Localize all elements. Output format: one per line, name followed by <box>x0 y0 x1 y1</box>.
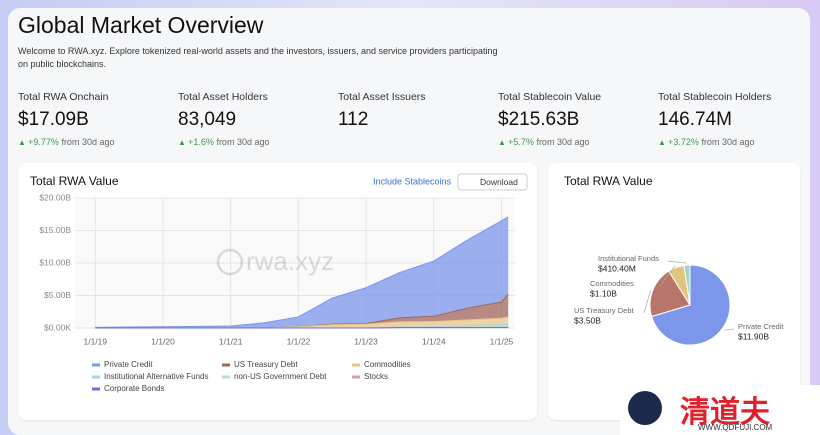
up-arrow: ▲ <box>178 138 189 147</box>
up-arrow: ▲ <box>498 138 509 147</box>
legend-swatch <box>222 375 230 379</box>
legend-swatch <box>352 375 360 379</box>
stat-change: ▲ +9.77% from 30d ago <box>18 137 114 147</box>
watermark-box: 清道夫 WWW.QDFUJI.COM <box>620 385 820 435</box>
change-value: +3.72% <box>668 137 699 147</box>
slice-value: $410.40M <box>598 263 636 273</box>
slice-value: $1.10B <box>590 288 617 298</box>
up-arrow: ▲ <box>18 138 29 147</box>
leader-line <box>643 290 652 314</box>
stat-value: 83,049 <box>178 109 237 130</box>
stat: Total RWA Onchain $17.09B ▲ +9.77% from 30… <box>18 91 114 147</box>
legend-label: US Treasury Debt <box>234 360 298 369</box>
stat: Total Asset Holders 83,049 ▲ +1.6% from 30… <box>178 91 269 147</box>
y-tick-label: $10.00B <box>39 257 71 267</box>
watermark-icon <box>628 391 662 425</box>
stat-label: Total Stablecoin Holders <box>658 91 772 103</box>
pie-slice <box>651 264 731 346</box>
slice-label: Commodities <box>590 279 634 288</box>
x-tick-label: 1/1/25 <box>490 336 514 346</box>
change-note: from 30d ago <box>216 137 270 147</box>
stat-label: Total Stablecoin Value <box>498 91 602 103</box>
stat-change: ▲ +3.72% from 30d ago <box>658 137 771 147</box>
stat-change: ▲ +5.7% from 30d ago <box>498 137 601 147</box>
y-tick-label: $5.00B <box>44 290 71 300</box>
watermark-logo: 清道夫 <box>680 396 770 429</box>
area <box>95 216 509 328</box>
leader-line <box>667 260 687 264</box>
x-tick-label: 1/1/20 <box>151 336 175 346</box>
legend-label: Private Credit <box>104 360 153 369</box>
page-title: Global Market Overview <box>18 12 264 38</box>
legend-swatch <box>92 387 100 391</box>
area <box>95 294 509 328</box>
chart-title: Total RWA Value <box>30 174 119 188</box>
stat-label: Total RWA Onchain <box>18 91 109 103</box>
watermark-url: WWW.QDFUJI.COM <box>698 423 773 432</box>
toggle[interactable]: Include Stablecoins <box>373 176 452 186</box>
chart-title: Total RWA Value <box>564 174 653 188</box>
download-label[interactable]: Download <box>480 177 518 187</box>
x-tick-label: 1/1/22 <box>287 336 311 346</box>
watermark: rwa.xyz <box>246 246 334 276</box>
download-button[interactable] <box>457 173 528 191</box>
legend-swatch <box>92 363 100 367</box>
y-tick-label: $15.00B <box>39 225 71 235</box>
legend-swatch <box>92 375 100 379</box>
slice-value: $11.90B <box>738 331 769 341</box>
change-note: from 30d ago <box>701 137 755 147</box>
up-arrow: ▲ <box>658 138 669 147</box>
y-tick-label: $20.00B <box>39 192 71 202</box>
slice-label: Private Credit <box>738 322 784 331</box>
change-note: from 30d ago <box>536 137 590 147</box>
slice-label: US Treasury Debt <box>574 306 635 315</box>
y-tick-label: $0.00K <box>44 322 71 332</box>
area-card: Total RWA Value Include Stablecoins Downlo… <box>18 163 537 420</box>
legend-label: Stocks <box>364 372 388 381</box>
stat-value: $17.09B <box>18 109 89 130</box>
legend-label: Institutional Alternative Funds <box>104 372 209 381</box>
change-note: from 30d ago <box>61 137 115 147</box>
area-chart: Total RWA Value Include Stablecoins Downlo… <box>30 173 528 393</box>
slice-label: Institutional Funds <box>598 254 659 263</box>
x-tick-label: 1/1/19 <box>83 336 107 346</box>
stat-value: 146.74M <box>658 109 732 130</box>
slice-value: $3.50B <box>574 315 601 325</box>
stat-change: ▲ +1.6% from 30d ago <box>178 137 269 147</box>
pie-card: Total RWA Value Private Credit $11.90B US T… <box>548 163 800 420</box>
x-tick-label: 1/1/23 <box>354 336 378 346</box>
legend-swatch <box>222 363 230 367</box>
change-value: +5.7% <box>508 137 534 147</box>
watermark-globe <box>216 248 244 276</box>
area <box>95 316 509 328</box>
stat-value: 112 <box>338 109 369 130</box>
legend-label: non-US Government Debt <box>234 372 327 381</box>
leader-line <box>659 265 676 287</box>
stat-label: Total Asset Issuers <box>338 91 426 103</box>
stat-label: Total Asset Holders <box>178 91 268 103</box>
change-value: +9.77% <box>28 137 59 147</box>
stat: Total Stablecoin Value $215.63B ▲ +5.7% fr… <box>498 91 601 147</box>
change-value: +1.6% <box>188 137 214 147</box>
x-tick-label: 1/1/24 <box>422 336 446 346</box>
description: Welcome to RWA.xyz. Explore tokenized re… <box>18 46 498 69</box>
legend-label: Commodities <box>364 360 411 369</box>
stat: Total Asset Issuers 112 <box>338 91 426 131</box>
leader-line <box>723 328 735 331</box>
legend-label: Corporate Bonds <box>104 384 164 393</box>
legend-swatch <box>352 363 360 367</box>
stat: Total Stablecoin Holders 146.74M ▲ +3.72% … <box>658 91 771 147</box>
stat-value: $215.63B <box>498 109 580 130</box>
pie-slice <box>649 270 691 318</box>
x-tick-label: 1/1/21 <box>219 336 243 346</box>
pie-chart: Total RWA Value Private Credit$11.90B US T… <box>564 174 784 346</box>
pie-slice <box>683 264 691 306</box>
area-line <box>95 216 509 328</box>
